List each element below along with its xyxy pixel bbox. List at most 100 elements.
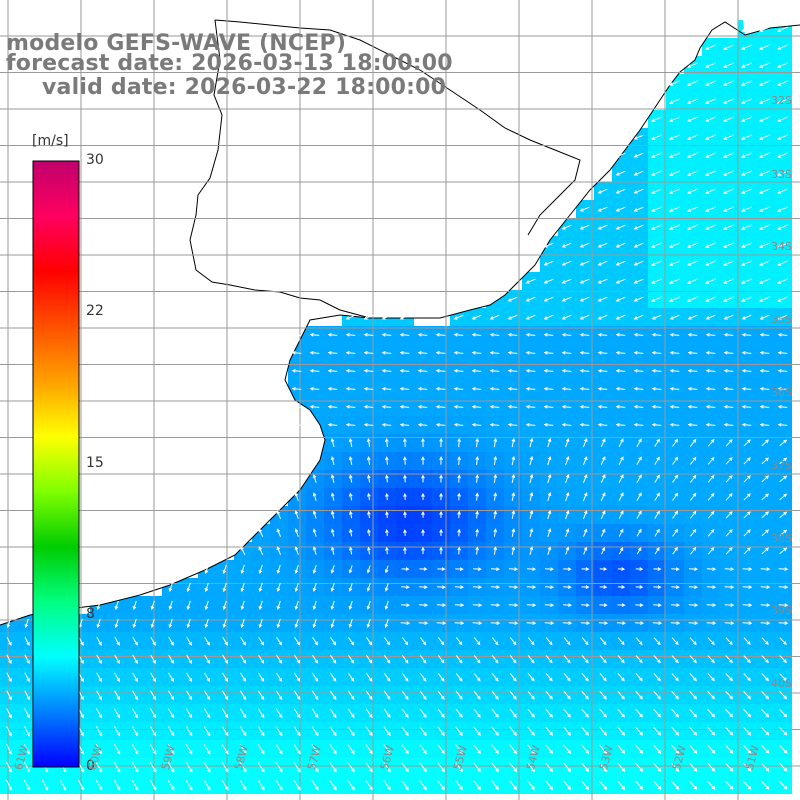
wind-arrow — [383, 762, 391, 773]
wind-arrow — [381, 332, 392, 337]
wind-arrow — [96, 726, 103, 737]
wind-arrow — [132, 672, 138, 683]
wind-arrow — [597, 404, 608, 409]
wind-arrow — [741, 134, 753, 140]
wind-arrow — [545, 637, 553, 646]
wind-arrow — [330, 456, 335, 466]
wind-arrow — [633, 170, 644, 176]
wind-arrow — [671, 655, 679, 664]
wind-arrow — [547, 473, 552, 484]
wind-arrow — [239, 726, 247, 737]
wind-arrow — [417, 368, 428, 373]
wind-arrow — [472, 621, 483, 625]
wind-arrow — [725, 673, 733, 682]
wind-arrow — [777, 314, 788, 320]
wind-arrow — [311, 690, 319, 700]
wind-arrow — [150, 690, 157, 701]
wind-arrow — [723, 332, 734, 337]
wind-arrow — [583, 528, 588, 537]
wind-arrow — [401, 762, 409, 773]
wind-arrow — [240, 672, 247, 682]
wind-arrow — [507, 350, 518, 355]
wind-arrow — [385, 529, 389, 536]
wind-arrow — [670, 762, 680, 772]
wind-arrow — [348, 437, 353, 448]
wind-arrow — [705, 314, 716, 320]
wind-arrow — [471, 404, 482, 409]
wind-arrow — [455, 708, 463, 718]
wind-arrow — [367, 510, 371, 519]
wind-arrow — [779, 511, 788, 519]
wind-arrow — [778, 744, 788, 754]
wind-arrow — [419, 726, 427, 737]
wind-arrow — [599, 637, 607, 646]
wind-arrow — [687, 80, 699, 86]
wind-arrow — [672, 456, 679, 465]
wind-arrow — [651, 332, 662, 337]
wind-arrow — [457, 456, 461, 465]
wind-arrow — [490, 603, 501, 607]
wind-arrow — [489, 368, 500, 373]
wind-arrow — [507, 314, 518, 320]
wind-arrow — [508, 585, 519, 589]
wind-arrow — [366, 600, 371, 610]
wind-arrow — [203, 690, 211, 701]
wind-arrow — [221, 762, 229, 773]
wind-arrow — [526, 585, 537, 589]
wind-arrow — [706, 567, 717, 571]
wind-arrow — [385, 492, 389, 501]
wind-arrow — [617, 690, 625, 700]
land-area — [0, 0, 712, 625]
wind-arrow — [419, 690, 427, 700]
wind-arrow — [742, 744, 752, 754]
wind-arrow — [475, 528, 479, 537]
wind-arrow — [435, 404, 446, 409]
wind-arrow — [761, 493, 769, 501]
wind-arrow — [204, 636, 210, 646]
wind-arrow — [507, 386, 518, 391]
wind-arrow — [618, 528, 624, 537]
wind-arrow — [743, 547, 751, 555]
wind-arrow — [276, 546, 281, 556]
wind-arrow — [312, 456, 317, 466]
wind-arrow — [399, 422, 410, 427]
wind-arrow — [330, 600, 335, 610]
wind-arrow — [204, 564, 209, 575]
wind-arrow — [258, 636, 264, 646]
wind-arrow — [114, 600, 119, 611]
wind-arrow — [654, 456, 660, 465]
wind-arrow — [401, 744, 409, 755]
wind-arrow — [383, 780, 391, 791]
wind-arrow — [439, 456, 443, 465]
wind-arrow — [167, 726, 175, 737]
wind-arrow — [581, 780, 590, 791]
wind-arrow — [363, 404, 374, 409]
wind-arrow — [582, 510, 588, 520]
wind-arrow — [365, 672, 373, 682]
wind-arrow — [509, 762, 518, 773]
wind-arrow — [615, 170, 626, 176]
wind-arrow — [563, 708, 571, 718]
wind-arrow — [723, 224, 735, 230]
wind-arrow — [779, 547, 788, 555]
wind-arrow — [633, 242, 644, 248]
wind-arrow — [312, 564, 317, 574]
wind-arrow — [583, 546, 588, 555]
wind-arrow — [384, 437, 389, 448]
wind-arrow — [707, 691, 716, 700]
wind-arrow — [615, 296, 626, 302]
wind-arrow — [707, 474, 715, 483]
wind-arrow — [688, 621, 699, 625]
wind-arrow — [221, 726, 229, 737]
wind-arrow — [293, 726, 301, 737]
wind-arrow — [457, 528, 461, 537]
wind-arrow — [653, 603, 662, 607]
wind-arrow — [401, 780, 409, 791]
wind-arrow — [687, 314, 698, 320]
wind-arrow — [563, 780, 572, 791]
wind-arrow — [689, 708, 698, 718]
wind-arrow — [276, 582, 281, 593]
wind-arrow — [276, 528, 281, 538]
wind-arrow — [275, 726, 283, 737]
wind-arrow — [291, 332, 302, 337]
